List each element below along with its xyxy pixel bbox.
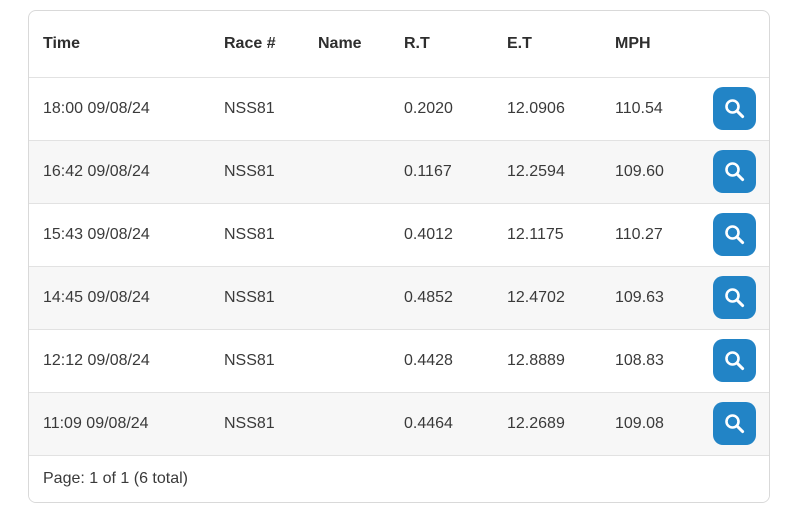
results-table: Time Race # Name R.T E.T MPH 18:00 09/08… <box>29 11 769 456</box>
column-header-race: Race # <box>224 34 276 52</box>
cell-name <box>318 392 404 455</box>
cell-reaction-time: 0.4852 <box>404 288 453 306</box>
column-header-rt: R.T <box>404 34 430 52</box>
cell-elapsed-time: 12.8889 <box>507 351 565 369</box>
cell-elapsed-time: 12.4702 <box>507 288 565 306</box>
cell-reaction-time: 0.4428 <box>404 351 453 369</box>
row-search-button[interactable] <box>713 339 756 382</box>
cell-time: 11:09 09/08/24 <box>43 414 149 432</box>
cell-reaction-time: 0.2020 <box>404 99 453 117</box>
cell-reaction-time: 0.4012 <box>404 225 453 243</box>
column-header-action <box>713 11 769 77</box>
cell-name <box>318 329 404 392</box>
cell-time: 12:12 09/08/24 <box>43 351 150 369</box>
cell-race-number: NSS81 <box>224 288 275 306</box>
magnifier-icon <box>725 99 745 119</box>
cell-mph: 109.60 <box>615 162 664 180</box>
cell-mph: 110.54 <box>615 99 663 117</box>
row-search-button[interactable] <box>713 276 756 319</box>
magnifier-icon <box>725 162 745 182</box>
cell-mph: 109.63 <box>615 288 664 306</box>
magnifier-icon <box>725 288 745 308</box>
column-header-et: E.T <box>507 34 532 52</box>
column-header-mph: MPH <box>615 34 651 52</box>
cell-race-number: NSS81 <box>224 225 275 243</box>
table-row: 14:45 09/08/24 NSS81 0.4852 12.4702 109.… <box>29 266 769 329</box>
cell-action <box>713 266 769 329</box>
cell-time: 14:45 09/08/24 <box>43 288 150 306</box>
cell-elapsed-time: 12.2689 <box>507 414 565 432</box>
cell-name <box>318 266 404 329</box>
cell-time: 15:43 09/08/24 <box>43 225 150 243</box>
table-body: 18:00 09/08/24 NSS81 0.2020 12.0906 110.… <box>29 77 769 455</box>
magnifier-icon <box>725 414 745 434</box>
column-header-name: Name <box>318 34 362 52</box>
table-row: 12:12 09/08/24 NSS81 0.4428 12.8889 108.… <box>29 329 769 392</box>
cell-time: 16:42 09/08/24 <box>43 162 150 180</box>
cell-mph: 108.83 <box>615 351 664 369</box>
cell-name <box>318 203 404 266</box>
pagination-status: Page: 1 of 1 (6 total) <box>29 455 769 502</box>
cell-mph: 110.27 <box>615 225 663 243</box>
results-table-card: Time Race # Name R.T E.T MPH 18:00 09/08… <box>28 10 770 503</box>
magnifier-icon <box>725 225 745 245</box>
cell-action <box>713 203 769 266</box>
cell-name <box>318 77 404 140</box>
cell-race-number: NSS81 <box>224 351 275 369</box>
cell-race-number: NSS81 <box>224 99 275 117</box>
row-search-button[interactable] <box>713 213 756 256</box>
cell-time: 18:00 09/08/24 <box>43 99 150 117</box>
row-search-button[interactable] <box>713 402 756 445</box>
cell-elapsed-time: 12.2594 <box>507 162 565 180</box>
cell-elapsed-time: 12.1175 <box>507 225 564 243</box>
table-row: 18:00 09/08/24 NSS81 0.2020 12.0906 110.… <box>29 77 769 140</box>
column-header-time: Time <box>43 34 81 52</box>
magnifier-icon <box>725 351 745 371</box>
table-row: 15:43 09/08/24 NSS81 0.4012 12.1175 110.… <box>29 203 769 266</box>
row-search-button[interactable] <box>713 150 756 193</box>
row-search-button[interactable] <box>713 87 756 130</box>
cell-elapsed-time: 12.0906 <box>507 99 565 117</box>
cell-race-number: NSS81 <box>224 162 275 180</box>
table-header-row: Time Race # Name R.T E.T MPH <box>29 11 769 77</box>
cell-action <box>713 140 769 203</box>
cell-mph: 109.08 <box>615 414 664 432</box>
cell-race-number: NSS81 <box>224 414 275 432</box>
cell-action <box>713 329 769 392</box>
cell-action <box>713 77 769 140</box>
cell-reaction-time: 0.1167 <box>404 162 452 180</box>
cell-action <box>713 392 769 455</box>
table-row: 16:42 09/08/24 NSS81 0.1167 12.2594 109.… <box>29 140 769 203</box>
cell-name <box>318 140 404 203</box>
cell-reaction-time: 0.4464 <box>404 414 453 432</box>
table-row: 11:09 09/08/24 NSS81 0.4464 12.2689 109.… <box>29 392 769 455</box>
